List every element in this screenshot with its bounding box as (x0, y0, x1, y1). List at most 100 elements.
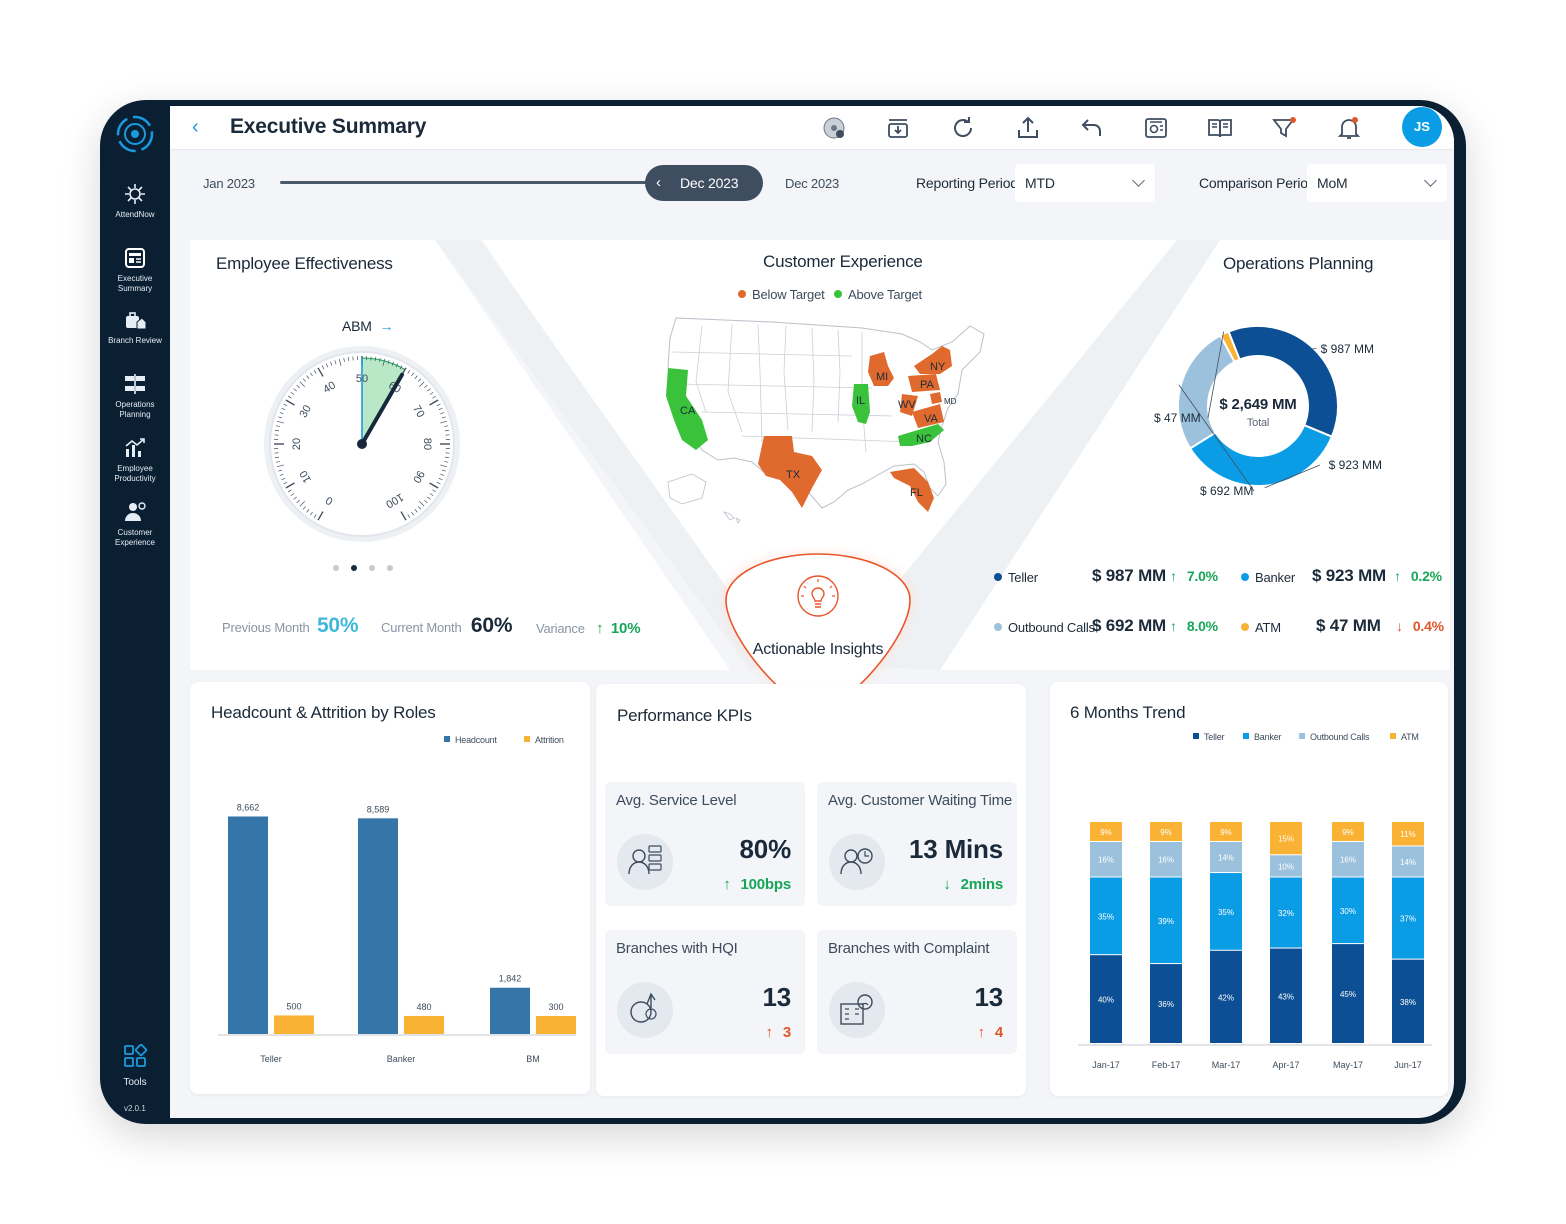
state-pa[interactable] (908, 374, 940, 392)
state-tx[interactable] (758, 436, 822, 508)
kpi-card[interactable]: Avg. Service Level 80% ↑ 100bps (605, 782, 805, 906)
chevron-left-icon: ‹ (656, 174, 661, 191)
carousel-dots[interactable] (333, 558, 405, 576)
sidebar-item-branch-review[interactable]: Branch Review (100, 308, 170, 346)
state-label: FL (910, 487, 923, 499)
stack-segment-atm[interactable] (1210, 822, 1242, 841)
gauge-tick (299, 381, 305, 387)
gauge-tick (429, 399, 439, 406)
state-nc[interactable] (898, 424, 944, 446)
stack-segment-teller[interactable] (1392, 959, 1424, 1043)
stack-segment-banker[interactable] (1090, 877, 1122, 955)
disc-icon[interactable] (820, 114, 848, 142)
book-icon[interactable] (1206, 114, 1234, 142)
stack-segment-banker[interactable] (1332, 877, 1364, 944)
sidebar-item-operations-planning[interactable]: Operations Planning (100, 372, 170, 420)
donut-segment[interactable] (1177, 334, 1236, 450)
sidebar-item-employee-productivity[interactable]: Employee Productivity (100, 436, 170, 484)
state-ca[interactable] (666, 368, 708, 450)
kpi-card[interactable]: Avg. Customer Waiting Time 13 Mins ↓ 2mins (817, 782, 1017, 906)
kpi-card[interactable]: Branches with Complaint 13 ↑ 4 (817, 930, 1017, 1054)
stack-segment-atm[interactable] (1392, 822, 1424, 846)
stack-segment-teller[interactable] (1150, 964, 1182, 1043)
stack-segment-banker[interactable] (1210, 873, 1242, 950)
state-il[interactable] (852, 384, 870, 424)
gauge-tick (411, 372, 415, 377)
comparison-period-select[interactable]: MoM (1307, 164, 1447, 202)
sidebar-item-executive-summary[interactable]: Executive Summary (100, 246, 170, 294)
headcount-bar[interactable] (490, 987, 530, 1034)
stack-segment-atm[interactable] (1270, 822, 1302, 855)
attrition-bar[interactable] (404, 1015, 444, 1034)
ops-stat-label: ATM (1241, 620, 1281, 635)
carousel-dot[interactable] (387, 565, 393, 571)
donut-segment[interactable] (1227, 325, 1339, 438)
arrow-up-icon: ↑ (977, 1024, 986, 1041)
kpi-change: ↓ 2mins (943, 876, 1003, 893)
x-tick-label: Jan-17 (1092, 1060, 1120, 1070)
stack-segment-banker[interactable] (1392, 877, 1424, 959)
period-slider-handle[interactable]: ‹ Dec 2023 (645, 165, 763, 201)
stack-segment-teller[interactable] (1210, 950, 1242, 1043)
sidebar-item-tools[interactable]: Tools (100, 1043, 170, 1088)
ops-stat-value: $ 987 MM (1092, 566, 1166, 585)
back-chevron-icon[interactable]: ‹ (192, 116, 199, 138)
stack-segment-banker[interactable] (1270, 877, 1302, 948)
stack-segment-outbound-calls[interactable] (1270, 855, 1302, 877)
operations-donut-chart[interactable]: $ 987 MM $ 923 MM $ 692 MM $ 47 MM (1154, 320, 1382, 500)
carousel-dot-active[interactable] (351, 565, 357, 571)
state-ny[interactable] (914, 346, 952, 374)
gauge-tick (283, 481, 288, 485)
stack-segment-outbound-calls[interactable] (1332, 841, 1364, 877)
stack-segment-outbound-calls[interactable] (1210, 841, 1242, 873)
reporting-period-select[interactable]: MTD (1015, 164, 1155, 202)
state-md[interactable] (930, 392, 942, 404)
undo-icon[interactable] (1078, 114, 1106, 142)
sidebar-item-attendnow[interactable]: AttendNow (100, 182, 170, 220)
archive-download-icon[interactable] (884, 114, 912, 142)
stack-segment-banker[interactable] (1150, 877, 1182, 964)
stack-segment-teller[interactable] (1090, 955, 1122, 1043)
attrition-bar[interactable] (536, 1016, 576, 1034)
stack-segment-outbound-calls[interactable] (1090, 841, 1122, 877)
carousel-dot[interactable] (369, 565, 375, 571)
kpi-card[interactable]: Branches with HQI 13 ↑ 3 (605, 930, 805, 1054)
kpi-title: Branches with Complaint (828, 940, 990, 957)
headcount-bar[interactable] (358, 818, 398, 1034)
gauge-tick (276, 420, 284, 424)
app-logo-icon[interactable] (113, 114, 157, 154)
refresh-icon[interactable] (949, 114, 977, 142)
stack-segment-atm[interactable] (1150, 822, 1182, 841)
user-avatar[interactable]: JS (1402, 107, 1442, 147)
bar-value-label: 300 (548, 1002, 563, 1012)
actionable-insights-button[interactable]: Actionable Insights (718, 548, 918, 718)
carousel-dot[interactable] (333, 565, 339, 571)
donut-segment[interactable] (1188, 423, 1334, 487)
stack-segment-atm[interactable] (1090, 822, 1122, 841)
sidebar-item-customer-experience[interactable]: Customer Experience (100, 500, 170, 548)
top-bar: ‹ Executive Summary JS (170, 106, 1454, 150)
stack-segment-outbound-calls[interactable] (1392, 846, 1424, 877)
attrition-bar[interactable] (274, 1015, 314, 1034)
state-fl[interactable] (890, 468, 934, 512)
gauge-tick (440, 412, 445, 415)
headcount-bar[interactable] (228, 816, 268, 1034)
gauge-tick-label: 30 (297, 403, 314, 420)
period-slider-track[interactable] (280, 181, 670, 184)
us-map[interactable]: CA IL NC MI NY PA WV VA MD TX FL (662, 312, 997, 527)
state-mi[interactable] (868, 352, 894, 386)
report-icon[interactable] (1142, 114, 1170, 142)
stack-segment-outbound-calls[interactable] (1150, 841, 1182, 877)
stack-segment-teller[interactable] (1332, 944, 1364, 1043)
filter-icon[interactable] (1270, 114, 1298, 142)
notification-bell-icon[interactable] (1335, 114, 1363, 142)
stack-segment-atm[interactable] (1332, 822, 1364, 841)
gauge-tick (325, 363, 329, 368)
stack-segment-teller[interactable] (1270, 948, 1302, 1043)
state-va[interactable] (912, 404, 944, 428)
share-upload-icon[interactable] (1014, 114, 1042, 142)
gauge-label[interactable]: ABM → (342, 318, 393, 334)
legend-swatch (1390, 733, 1396, 739)
state-wv[interactable] (900, 394, 918, 416)
comparison-period-value: MoM (1317, 175, 1348, 191)
